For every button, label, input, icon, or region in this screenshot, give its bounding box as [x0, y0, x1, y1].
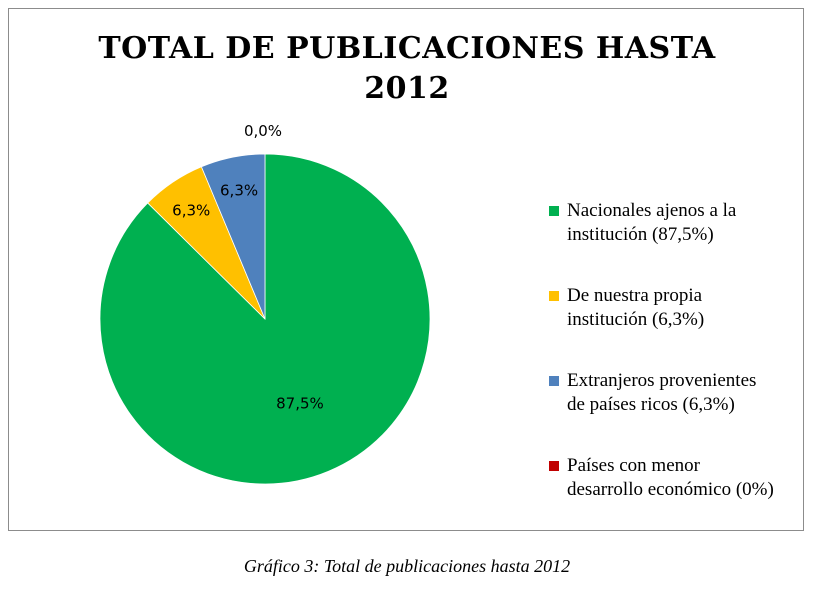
figure-caption: Gráfico 3: Total de publicaciones hasta … — [243, 556, 571, 576]
chart-title-line-2: 2012 — [364, 71, 450, 106]
legend-label-line: Países con menor — [567, 455, 700, 476]
legend-label-line: institución (6,3%) — [567, 309, 705, 330]
data-label-propia: 6,3% — [172, 202, 210, 220]
legend-swatch — [549, 206, 559, 216]
legend-label-line: institución (87,5%) — [567, 224, 714, 245]
data-label-menor-desarrollo: 0,0% — [244, 122, 282, 140]
legend-swatch — [549, 376, 559, 386]
data-label-extranjeros: 6,3% — [220, 182, 258, 200]
chart-title: TOTAL DE PUBLICACIONES HASTA 2012 — [9, 29, 805, 109]
legend-label-line: Nacionales ajenos a la — [567, 200, 737, 221]
chart-title-line-1: TOTAL DE PUBLICACIONES HASTA — [98, 31, 716, 66]
slice-nacionales — [99, 153, 431, 485]
legend: Nacionales ajenos a la institución (87,5… — [545, 199, 805, 539]
legend-swatch — [549, 461, 559, 471]
legend-item-propia: De nuestra propia institución (6,3%) — [545, 284, 805, 332]
data-label-nacionales: 87,5% — [276, 395, 324, 413]
legend-item-nacionales: Nacionales ajenos a la institución (87,5… — [545, 199, 805, 247]
legend-label-line: desarrollo económico (0%) — [567, 479, 774, 500]
slice-extranjeros — [200, 153, 266, 320]
legend-label-line: De nuestra propia — [567, 285, 703, 306]
legend-item-extranjeros: Extranjeros provenientes de países ricos… — [545, 369, 805, 417]
legend-label-line: de países ricos (6,3%) — [567, 394, 735, 415]
legend-item-menor-desarrollo: Países con menor desarrollo económico (0… — [545, 454, 805, 502]
legend-label-line: Extranjeros provenientes — [567, 370, 757, 391]
legend-swatch — [549, 291, 559, 301]
